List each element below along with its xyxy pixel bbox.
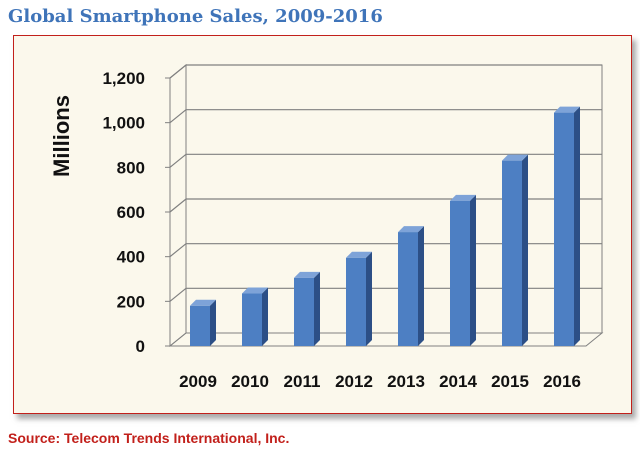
- bar-side: [418, 226, 424, 346]
- bar-front: [294, 277, 314, 346]
- page-title: Global Smartphone Sales, 2009-2016: [8, 6, 383, 27]
- bar: [294, 271, 320, 346]
- bar-front: [502, 160, 522, 346]
- source-note: Source: Telecom Trends International, In…: [8, 430, 290, 446]
- gridline: [169, 287, 602, 302]
- bar: [346, 251, 372, 346]
- gridlines: [165, 64, 602, 347]
- bar-top: [554, 106, 580, 113]
- bar-side: [262, 287, 268, 346]
- bar: [554, 106, 580, 346]
- bar-front: [190, 305, 210, 346]
- y-axis-ticks: 0 200 400 600 800 1,000 1,200: [102, 69, 145, 356]
- bar-side: [366, 251, 372, 346]
- bar-top: [242, 287, 268, 294]
- bar-front: [242, 293, 262, 346]
- bar-side: [574, 106, 580, 346]
- gridline: [169, 109, 602, 124]
- bars: [190, 106, 580, 346]
- y-tick-label: 600: [117, 203, 145, 222]
- gridline: [169, 198, 602, 213]
- x-tick-label: 2009: [179, 372, 217, 391]
- bar-top: [294, 271, 320, 278]
- bar-front: [346, 257, 366, 346]
- bar-side: [210, 299, 216, 346]
- bar: [398, 226, 424, 346]
- x-tick-label: 2011: [284, 372, 321, 391]
- chart-frame: 0 200 400 600 800 1,000 1,200 2009 2010 2011 2012…: [13, 35, 632, 414]
- bar-top: [346, 251, 372, 258]
- x-tick-label: 2012: [335, 372, 373, 391]
- floor: [168, 332, 604, 347]
- x-axis-ticks: 2009 2010 2011 2012 2013 2014 2015 2016: [179, 372, 581, 391]
- bar-front: [450, 200, 470, 346]
- bar-side: [522, 154, 528, 346]
- bar: [450, 194, 476, 346]
- bar-top: [190, 299, 216, 306]
- y-tick-label: 200: [117, 292, 145, 311]
- bar: [242, 287, 268, 346]
- y-tick-label: 1,000: [102, 114, 145, 133]
- bar-top: [398, 226, 424, 233]
- bar-chart: 0 200 400 600 800 1,000 1,200 2009 2010 2011 2012…: [49, 63, 604, 391]
- gridline: [169, 64, 602, 79]
- chart-walls: [168, 63, 604, 348]
- x-tick-label: 2010: [231, 372, 269, 391]
- x-tick-label: 2013: [387, 372, 425, 391]
- y-tick-label: 400: [117, 248, 145, 267]
- x-tick-label: 2014: [439, 372, 477, 391]
- x-tick-label: 2016: [543, 372, 581, 391]
- bar-front: [398, 232, 418, 346]
- bar: [190, 299, 216, 346]
- y-axis-label: Millions: [49, 95, 74, 177]
- y-tick-label: 1,200: [102, 69, 145, 88]
- x-tick-label: 2015: [491, 372, 529, 391]
- gridline: [169, 153, 602, 168]
- y-tick-label: 0: [136, 337, 145, 356]
- bar-top: [450, 194, 476, 201]
- y-tick-label: 800: [117, 158, 145, 177]
- bar-top: [502, 154, 528, 161]
- bar-side: [314, 271, 320, 346]
- gridline: [169, 243, 602, 258]
- bar-side: [470, 194, 476, 346]
- bar: [502, 154, 528, 346]
- bar-front: [554, 112, 574, 346]
